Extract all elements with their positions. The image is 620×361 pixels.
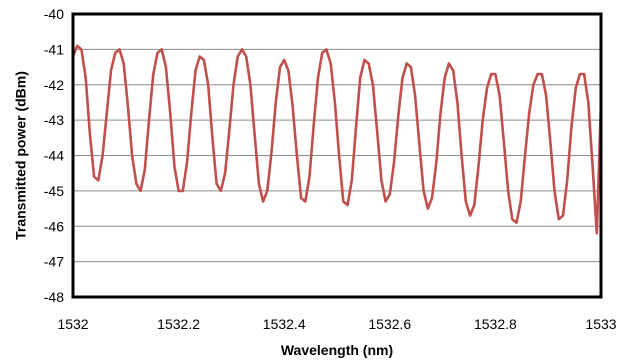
y-tick-label: -44 [44, 148, 64, 164]
y-tick-label: -40 [44, 6, 64, 22]
x-tick-labels: 1532 1532.2 1532.4 1532.6 1532.8 1533 [57, 316, 616, 332]
x-tick-label: 1532.2 [157, 316, 200, 332]
x-tick-label: 1533 [585, 316, 616, 332]
y-tick-label: -42 [44, 77, 64, 93]
series-layer [73, 46, 601, 234]
y-tick-label: -47 [44, 254, 64, 270]
x-tick-label: 1532.8 [474, 316, 517, 332]
y-tick-label: -45 [44, 183, 64, 199]
x-tick-label: 1532.6 [368, 316, 411, 332]
y-tick-labels: -48 -47 -46 -45 -44 -43 -42 -41 -40 [44, 6, 64, 305]
y-tick-label: -48 [44, 289, 64, 305]
x-tick-label: 1532 [57, 316, 88, 332]
y-tick-label: -41 [44, 41, 64, 57]
x-axis-title: Wavelength (nm) [281, 342, 393, 358]
y-axis-title: Transmitted power (dBm) [13, 71, 29, 240]
x-tick-label: 1532.4 [263, 316, 306, 332]
y-tick-label: -43 [44, 112, 64, 128]
y-tick-label: -46 [44, 218, 64, 234]
transmission-series-line [73, 46, 601, 234]
